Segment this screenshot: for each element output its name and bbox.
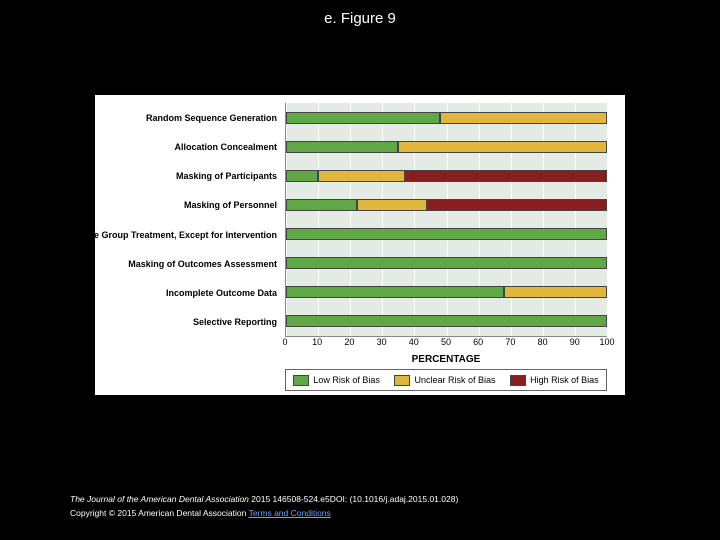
grid-line [350, 103, 351, 336]
bar-segment [427, 199, 607, 211]
x-tick: 90 [570, 337, 580, 347]
journal-name: The Journal of the American Dental Assoc… [70, 494, 249, 504]
bar-segment [286, 141, 398, 153]
bar-segment [286, 257, 607, 269]
plot-area [285, 103, 607, 337]
bar-segment [504, 286, 607, 298]
swatch-unclear [394, 375, 410, 386]
category-label: Allocation Concealment [174, 142, 277, 152]
category-labels: Random Sequence Generation Allocation Con… [95, 103, 281, 337]
category-label: Masking of Participants [176, 171, 277, 181]
legend-label-high: High Risk of Bias [530, 375, 599, 385]
copyright-line: Copyright © 2015 American Dental Associa… [70, 508, 331, 518]
grid-line [414, 103, 415, 336]
bar-row [286, 141, 607, 153]
bar-segment [286, 199, 357, 211]
bar-segment [286, 170, 318, 182]
category-label: Random Sequence Generation [146, 113, 277, 123]
grid-line [543, 103, 544, 336]
bar-segment [286, 112, 440, 124]
risk-of-bias-chart: DOMAIN Random Sequence GenerationAllocat… [95, 95, 625, 395]
legend-item-unclear: Unclear Risk of Bias [394, 375, 495, 386]
category-label: Masking of Outcomes Assessment [128, 259, 277, 269]
swatch-low [293, 375, 309, 386]
legend-label-unclear: Unclear Risk of Bias [414, 375, 495, 385]
x-tick: 30 [377, 337, 387, 347]
grid-line [575, 103, 576, 336]
x-tick: 50 [441, 337, 451, 347]
bar-row [286, 199, 607, 211]
copyright-text: Copyright © 2015 American Dental Associa… [70, 508, 249, 518]
bar-segment [398, 141, 607, 153]
x-tick-labels: 0102030405060708090100 [285, 337, 607, 351]
grid-line [511, 103, 512, 336]
citation-line: The Journal of the American Dental Assoc… [70, 494, 458, 504]
category-label: Same Group Treatment, Except for Interve… [75, 230, 277, 240]
x-tick: 10 [312, 337, 322, 347]
grid-line [447, 103, 448, 336]
swatch-high [510, 375, 526, 386]
bar-segment [405, 170, 607, 182]
x-axis-label: PERCENTAGE [285, 354, 607, 365]
slide-root: e. Figure 9 DOMAIN Random Sequence Gener… [0, 0, 720, 540]
bar-row [286, 112, 607, 124]
figure-title: e. Figure 9 [0, 10, 720, 27]
citation-details: 2015 146508-524.e5DOI: (10.1016/j.adaj.2… [249, 494, 458, 504]
bar-row [286, 257, 607, 269]
x-tick: 100 [599, 337, 614, 347]
bar-row [286, 228, 607, 240]
bar-row [286, 170, 607, 182]
bar-segment [357, 199, 428, 211]
bar-segment [440, 112, 607, 124]
category-label: Incomplete Outcome Data [166, 288, 277, 298]
legend-item-high: High Risk of Bias [510, 375, 599, 386]
x-tick: 40 [409, 337, 419, 347]
bar-segment [286, 286, 504, 298]
grid-line [479, 103, 480, 336]
bar-row [286, 315, 607, 327]
x-tick: 20 [344, 337, 354, 347]
y-axis-label-box: DOMAIN [67, 95, 87, 355]
grid-line [607, 103, 608, 336]
grid-line [382, 103, 383, 336]
x-tick: 60 [473, 337, 483, 347]
x-tick: 0 [282, 337, 287, 347]
terms-link[interactable]: Terms and Conditions [249, 508, 331, 518]
legend-item-low: Low Risk of Bias [293, 375, 380, 386]
category-label: Selective Reporting [193, 317, 277, 327]
category-label: Masking of Personnel [184, 200, 277, 210]
bar-segment [286, 228, 607, 240]
bar-segment [286, 315, 607, 327]
legend-label-low: Low Risk of Bias [313, 375, 380, 385]
grid-line [318, 103, 319, 336]
bar-segment [318, 170, 405, 182]
grid-line [286, 103, 287, 336]
legend: Low Risk of Bias Unclear Risk of Bias Hi… [285, 369, 607, 391]
bar-row [286, 286, 607, 298]
x-tick: 70 [505, 337, 515, 347]
x-tick: 80 [538, 337, 548, 347]
